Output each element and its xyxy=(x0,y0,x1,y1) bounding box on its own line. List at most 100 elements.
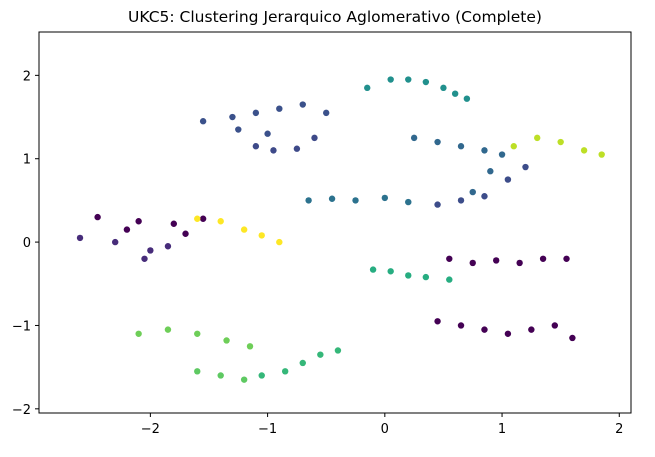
cluster-15 xyxy=(434,318,576,342)
data-point xyxy=(123,226,131,233)
data-point xyxy=(135,218,142,225)
data-point xyxy=(217,372,224,379)
data-point xyxy=(516,259,523,267)
x-tick-label: −2 xyxy=(141,422,160,437)
cluster-0 xyxy=(94,213,207,237)
data-point xyxy=(551,322,559,329)
data-point xyxy=(539,255,547,262)
data-point xyxy=(229,113,236,121)
cluster-6 xyxy=(369,266,453,283)
cluster-3 xyxy=(252,134,318,154)
data-point xyxy=(434,138,441,146)
data-point xyxy=(410,134,418,142)
data-point xyxy=(481,193,488,200)
y-axis-ticks: −2 −1 0 1 2 xyxy=(12,69,39,418)
cluster-7 xyxy=(410,134,506,196)
data-point xyxy=(252,143,260,150)
x-tick-label: 2 xyxy=(615,422,623,437)
cluster-2 xyxy=(199,101,330,137)
data-point xyxy=(270,147,277,154)
data-point xyxy=(305,197,312,204)
points-layer xyxy=(76,76,605,383)
data-point xyxy=(481,326,488,333)
data-point xyxy=(422,78,430,86)
data-point xyxy=(598,151,605,158)
y-tick-label: 1 xyxy=(23,153,31,168)
cluster-4 xyxy=(305,194,412,206)
data-point xyxy=(264,130,271,137)
data-point xyxy=(141,255,148,262)
cluster-8 xyxy=(434,163,529,208)
data-point xyxy=(352,197,359,204)
data-point xyxy=(252,109,260,117)
data-point xyxy=(563,255,570,262)
x-axis-ticks: −2 −1 0 1 2 xyxy=(141,413,623,437)
data-point xyxy=(492,257,500,264)
data-point xyxy=(164,243,172,250)
data-point xyxy=(498,151,506,158)
data-point xyxy=(194,368,201,375)
data-point xyxy=(504,330,512,337)
data-point xyxy=(381,194,389,202)
data-point xyxy=(317,351,324,358)
data-point xyxy=(569,334,576,342)
data-point xyxy=(246,343,254,350)
data-point xyxy=(364,84,371,92)
data-point xyxy=(164,326,172,333)
data-point xyxy=(276,238,283,246)
data-point xyxy=(405,76,412,83)
data-point xyxy=(217,218,224,225)
data-point xyxy=(170,220,178,227)
data-point xyxy=(369,266,377,273)
data-point xyxy=(311,134,318,142)
data-point xyxy=(194,215,201,222)
data-point xyxy=(94,213,101,221)
data-point xyxy=(258,372,265,379)
y-tick-label: 0 xyxy=(23,236,31,251)
data-point xyxy=(281,368,289,375)
cluster-14 xyxy=(446,255,570,267)
data-point xyxy=(135,330,142,337)
data-point xyxy=(457,143,465,150)
y-tick-label: 2 xyxy=(23,69,31,84)
data-point xyxy=(194,330,201,337)
data-point xyxy=(111,238,119,246)
data-point xyxy=(258,232,265,239)
data-point xyxy=(504,176,512,183)
data-point xyxy=(240,376,248,383)
chart-title: UKC5: Clustering Jerarquico Aglomerativo… xyxy=(128,8,542,26)
data-point xyxy=(328,195,336,202)
cluster-10 xyxy=(135,326,254,350)
data-point xyxy=(405,272,412,279)
y-tick-label: −2 xyxy=(12,403,31,418)
cluster-11 xyxy=(194,368,248,383)
data-point xyxy=(182,230,189,237)
data-point xyxy=(334,347,342,354)
data-point xyxy=(223,337,230,344)
x-tick-label: −1 xyxy=(258,422,277,437)
cluster-5 xyxy=(364,76,471,102)
data-point xyxy=(276,105,283,112)
data-point xyxy=(440,84,447,92)
data-point xyxy=(199,215,207,222)
axes-frame xyxy=(38,31,632,414)
data-point xyxy=(387,268,394,275)
data-point xyxy=(299,101,306,108)
data-point xyxy=(147,247,154,254)
y-tick-label: −1 xyxy=(12,319,31,334)
data-point xyxy=(235,126,242,133)
data-point xyxy=(463,95,471,102)
data-point xyxy=(240,226,248,233)
data-point xyxy=(469,259,476,267)
data-point xyxy=(522,163,529,171)
data-point xyxy=(510,143,517,150)
data-point xyxy=(434,201,441,208)
data-point xyxy=(434,318,441,325)
data-point xyxy=(534,134,541,142)
data-point xyxy=(299,359,306,367)
cluster-12 xyxy=(194,215,283,246)
data-point xyxy=(405,198,412,206)
data-point xyxy=(580,147,588,154)
